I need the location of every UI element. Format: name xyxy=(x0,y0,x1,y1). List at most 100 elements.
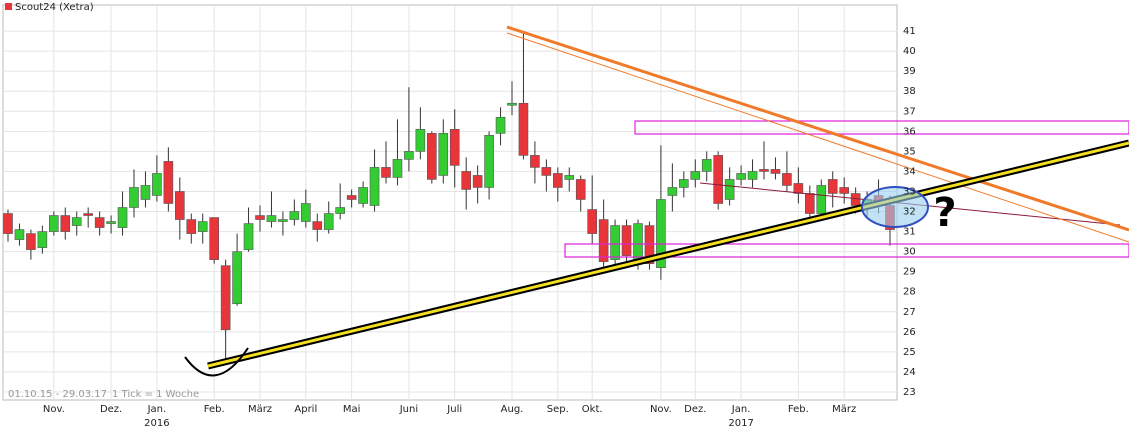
candle-body xyxy=(793,183,804,194)
candle-body xyxy=(827,179,838,194)
candle-body xyxy=(392,159,403,178)
candle-body xyxy=(358,187,368,204)
candle-body xyxy=(782,173,792,186)
candle-body xyxy=(209,217,219,260)
candle-body xyxy=(747,171,758,180)
candle-body xyxy=(129,187,139,208)
candle-body xyxy=(60,215,71,232)
x-tick-label: Okt. xyxy=(582,404,603,415)
candle-body xyxy=(312,221,323,230)
candle-body xyxy=(644,225,655,264)
candle-body xyxy=(106,221,116,224)
y-tick-label: 23 xyxy=(903,387,916,398)
y-tick-label: 32 xyxy=(903,207,916,218)
candle-body xyxy=(461,171,471,190)
candle-body xyxy=(518,102,529,156)
x-tick-label: Nov. xyxy=(650,404,672,415)
candle-body xyxy=(495,116,506,134)
candle-body xyxy=(713,155,723,204)
y-tick-label: 24 xyxy=(903,367,916,378)
candle-body xyxy=(94,217,105,228)
candle-body xyxy=(541,167,552,176)
candle-body xyxy=(163,161,174,204)
y-tick-label: 31 xyxy=(903,227,916,238)
x-tick-label: Jan. xyxy=(147,404,167,415)
resistance-box xyxy=(634,120,1129,135)
candle-body xyxy=(415,129,426,152)
candle-body xyxy=(140,185,151,200)
x-tick-label: Dez. xyxy=(100,404,122,415)
check-mark xyxy=(184,347,249,377)
x-tick-label: Dez. xyxy=(684,404,706,415)
annotation: ? xyxy=(933,190,956,236)
highlight-ellipse xyxy=(861,186,929,228)
y-tick-label: 33 xyxy=(903,186,916,197)
candle-body xyxy=(484,135,494,188)
candle-body xyxy=(266,215,277,222)
candle-body xyxy=(587,209,597,234)
candle-body xyxy=(255,215,265,220)
candle-body xyxy=(289,211,300,220)
date-range: 01.10.15 - 29.03.17 xyxy=(8,389,107,400)
candle-body xyxy=(323,213,334,230)
candle-body xyxy=(232,251,242,305)
candle-body xyxy=(175,191,185,220)
y-tick-label: 35 xyxy=(903,146,916,157)
y-tick-label: 27 xyxy=(903,307,916,318)
y-tick-label: 25 xyxy=(903,347,916,358)
candle-body xyxy=(49,215,59,232)
candle-body xyxy=(404,151,414,160)
drawings: ? xyxy=(184,25,1129,377)
candle-body xyxy=(346,195,357,200)
candle-body xyxy=(816,185,827,214)
candle-body xyxy=(839,187,849,194)
candle-body xyxy=(770,169,781,174)
tick-note: 1 Tick = 1 Woche xyxy=(112,389,199,400)
candle-body xyxy=(472,175,483,188)
x-tick-label: Nov. xyxy=(43,404,65,415)
candle-body xyxy=(736,173,746,180)
y-tick-label: 39 xyxy=(903,66,916,77)
trend-line xyxy=(207,141,1129,368)
candle-body xyxy=(690,171,701,180)
x-tick-label: April xyxy=(294,404,317,415)
candle-body xyxy=(71,217,82,226)
candle-body xyxy=(438,133,449,176)
candle-body xyxy=(667,187,678,196)
candle-body xyxy=(369,167,380,206)
x-tick-label: Sep. xyxy=(547,404,569,415)
candle-body xyxy=(701,159,712,172)
candle-body xyxy=(427,133,437,180)
y-tick-label: 40 xyxy=(903,46,916,57)
candle-body xyxy=(564,175,575,180)
candle-body xyxy=(724,179,735,200)
candle-body xyxy=(37,231,48,248)
year-label: 2017 xyxy=(728,418,753,429)
candle-body xyxy=(575,179,586,200)
x-tick-label: Juni xyxy=(399,404,418,415)
candle-body xyxy=(278,219,288,222)
candle-body xyxy=(3,213,13,234)
y-tick-label: 41 xyxy=(903,26,916,37)
candle-body xyxy=(553,173,563,188)
y-tick-label: 26 xyxy=(903,327,916,338)
candle-body xyxy=(220,265,231,331)
y-tick-label: 36 xyxy=(903,126,916,137)
y-tick-label: 30 xyxy=(903,247,916,258)
y-tick-label: 28 xyxy=(903,287,916,298)
trend-line xyxy=(506,25,1129,232)
candle-body xyxy=(117,207,128,228)
y-tick-label: 37 xyxy=(903,106,916,117)
candle-body xyxy=(850,193,861,206)
x-tick-label: Feb. xyxy=(204,404,225,415)
candles xyxy=(3,31,895,360)
year-label: 2016 xyxy=(144,418,169,429)
support-box xyxy=(564,243,1129,258)
candle-body xyxy=(186,219,197,234)
candle-body xyxy=(759,169,769,172)
candle-body xyxy=(633,223,643,260)
candle-body xyxy=(335,207,345,214)
y-tick-label: 34 xyxy=(903,166,916,177)
candle-body xyxy=(243,223,254,250)
